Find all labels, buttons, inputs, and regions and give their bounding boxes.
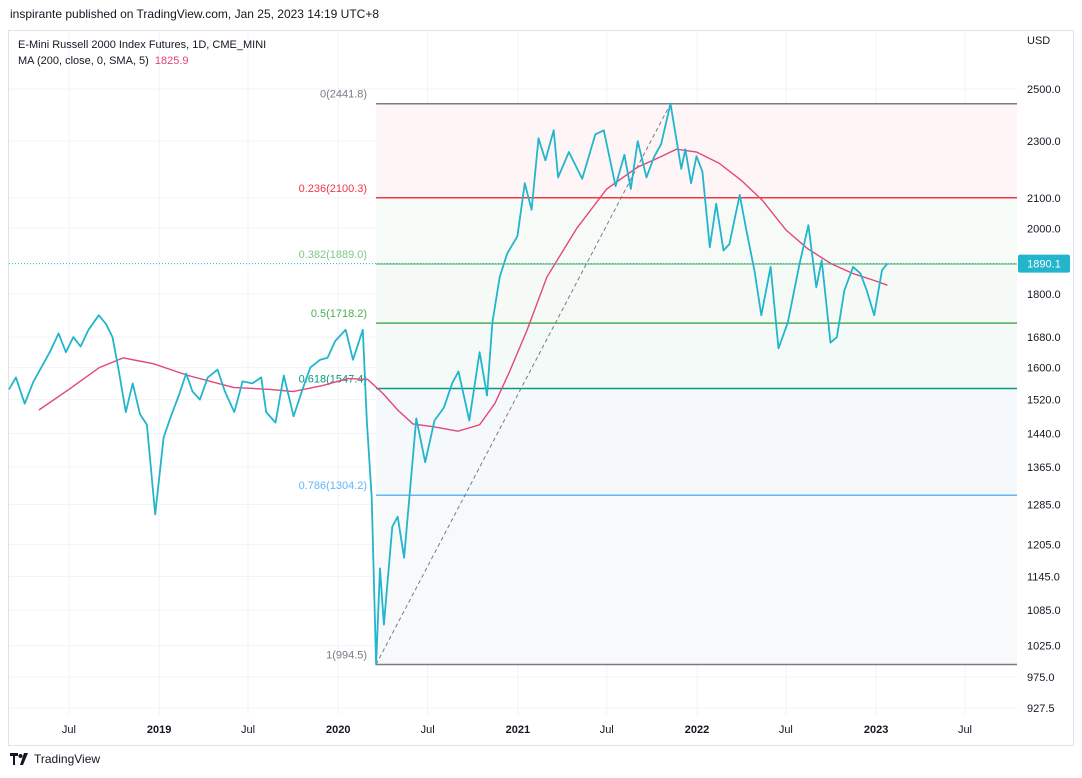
fib-zone: [376, 388, 1017, 496]
chart-frame: [8, 30, 1074, 746]
fib-level-label: 0.5(1718.2): [311, 308, 367, 320]
price-series-line[interactable]: [8, 102, 889, 666]
indicator-value: 1825.9: [154, 55, 189, 67]
tradingview-logo-icon: [10, 753, 28, 765]
time-tick-label: 2023: [864, 724, 888, 736]
price-tick-label: 975.0: [1027, 672, 1055, 684]
chart-legend: E-Mini Russell 2000 Index Futures, 1D, C…: [18, 37, 266, 69]
fib-level-label: 0.382(1889.0): [299, 249, 368, 261]
published-note: inspirante published on TradingView.com,…: [10, 7, 380, 21]
indicator-line[interactable]: MA (200, close, 0, SMA, 5) 1825.9: [18, 53, 266, 69]
ma-line: [38, 148, 888, 432]
fib-zone: [376, 323, 1017, 389]
ma-series-line[interactable]: [38, 148, 888, 432]
price-tick-label: 1680.0: [1027, 332, 1061, 344]
time-tick-label: 2022: [685, 724, 709, 736]
fib-zone: [376, 103, 1017, 198]
price-tick-label: 927.5: [1027, 703, 1055, 715]
price-line: [8, 102, 1017, 666]
last-price-value: 1890.1: [1027, 259, 1061, 271]
price-tick-label: 1025.0: [1027, 641, 1061, 653]
price-tick-label: 1205.0: [1027, 540, 1061, 552]
time-axis[interactable]: Jul 2019 Jul 2020 Jul 2021 Jul 2022 Jul 2023 Jul: [62, 724, 972, 736]
price-axis[interactable]: USD 2500.0 2300.0 2100.0 2000.0 1800.0 1680.0…: [1018, 35, 1070, 715]
fib-background-zones: [376, 103, 1017, 665]
price-tick-label: 1285.0: [1027, 499, 1061, 511]
price-tick-label: 1145.0: [1027, 571, 1060, 583]
time-tick-label: Jul: [958, 724, 972, 736]
price-tick-label: 1085.0: [1027, 605, 1061, 617]
price-axis-unit: USD: [1027, 35, 1050, 47]
fib-level-label: 0.786(1304.2): [299, 480, 368, 492]
time-tick-label: 2020: [326, 724, 350, 736]
indicator-name: MA (200, close, 0, SMA, 5): [18, 55, 149, 67]
price-tick-label: 1600.0: [1027, 363, 1061, 375]
time-tick-label: Jul: [779, 724, 793, 736]
fib-zone: [376, 495, 1017, 665]
time-tick-label: Jul: [600, 724, 614, 736]
footer-brand[interactable]: TradingView: [10, 752, 100, 766]
fib-trend-line[interactable]: [375, 103, 671, 665]
time-tick-label: Jul: [241, 724, 255, 736]
time-tick-label: 2019: [147, 724, 171, 736]
price-tick-label: 2100.0: [1027, 193, 1061, 205]
price-tick-label: 1520.0: [1027, 395, 1061, 407]
price-tick-label: 2000.0: [1027, 223, 1061, 235]
fib-retracement: 0(2441.8) 0.236(2100.3) 0.382(1889.0) 0.5(1…: [299, 89, 1017, 666]
time-tick-label: 2021: [506, 724, 530, 736]
last-price-badge-bg: [1018, 254, 1070, 273]
time-tick-label: Jul: [62, 724, 76, 736]
last-price-badge: 1890.1: [1018, 254, 1070, 273]
price-tick-label: 1365.0: [1027, 462, 1061, 474]
price-tick-label: 2300.0: [1027, 136, 1061, 148]
fib-level-label: 0(2441.8): [320, 89, 367, 101]
symbol-line[interactable]: E-Mini Russell 2000 Index Futures, 1D, C…: [18, 39, 267, 51]
brand-name: TradingView: [34, 752, 101, 766]
fib-zone: [376, 263, 1017, 324]
fib-level-label: 1(994.5): [326, 649, 367, 661]
price-tick-label: 2500.0: [1027, 84, 1061, 96]
fib-level-label: 0.618(1547.4): [299, 373, 368, 385]
fib-zone: [376, 197, 1017, 264]
price-tick-label: 1440.0: [1027, 428, 1061, 440]
fib-level-label: 0.236(2100.3): [299, 183, 368, 195]
time-tick-label: Jul: [421, 724, 435, 736]
price-tick-label: 1800.0: [1027, 289, 1061, 301]
